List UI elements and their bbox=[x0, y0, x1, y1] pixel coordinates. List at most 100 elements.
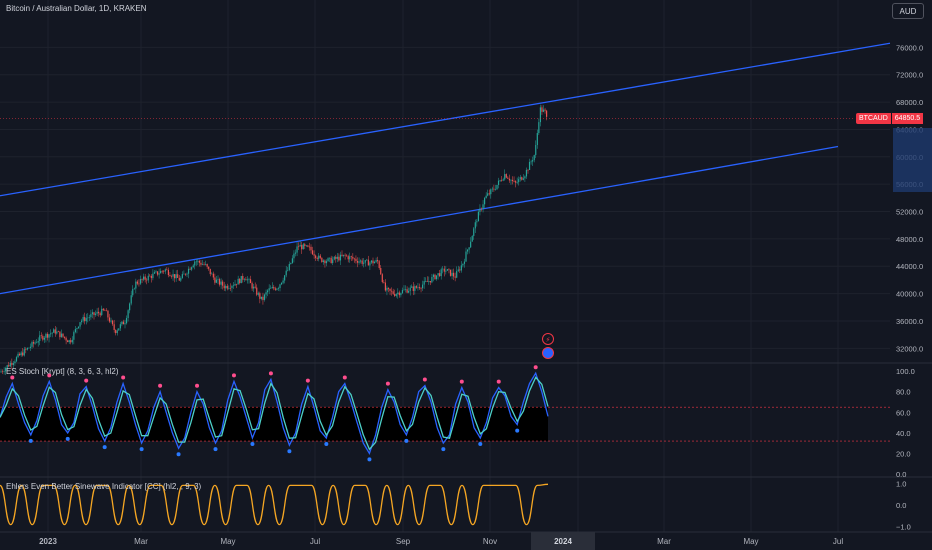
candle-body bbox=[94, 313, 97, 315]
candle-body bbox=[324, 260, 326, 264]
ebsi-indicator-label[interactable]: Ehlers Even Better Sinewave Indicator [C… bbox=[6, 482, 202, 491]
candle-body bbox=[56, 331, 58, 334]
candle-body bbox=[248, 279, 250, 280]
stoch-top-dot bbox=[10, 375, 15, 380]
stoch-y-tick: 40.0 bbox=[896, 429, 911, 438]
candle-body bbox=[12, 363, 14, 365]
stoch-top-dot bbox=[496, 379, 501, 384]
candle-body bbox=[146, 279, 148, 281]
candle-body bbox=[246, 279, 249, 281]
candle-body bbox=[112, 320, 114, 325]
candle-body bbox=[267, 290, 269, 293]
candle-body bbox=[67, 340, 69, 343]
candle-body bbox=[135, 281, 137, 289]
candle-body bbox=[423, 281, 425, 285]
candle-body bbox=[215, 279, 218, 283]
candle-body bbox=[528, 161, 531, 171]
candle-body bbox=[404, 289, 407, 290]
flag-icon bbox=[542, 347, 554, 359]
candle-body bbox=[212, 273, 214, 278]
currency-button[interactable]: AUD bbox=[892, 3, 924, 19]
candle-body bbox=[271, 286, 273, 289]
candle-body bbox=[183, 273, 185, 275]
candle-body bbox=[205, 264, 207, 265]
candle-body bbox=[398, 292, 400, 296]
candle-body bbox=[311, 250, 314, 255]
candle-body bbox=[206, 264, 208, 267]
candle-body bbox=[122, 321, 125, 325]
stoch-bottom-dot bbox=[250, 442, 255, 446]
candle-body bbox=[358, 261, 360, 263]
candle-body bbox=[429, 280, 431, 283]
stoch-top-dot bbox=[459, 379, 464, 384]
candle-body bbox=[355, 258, 357, 262]
candle-body bbox=[77, 326, 80, 329]
candle-body bbox=[3, 371, 5, 372]
candle-body bbox=[457, 269, 459, 272]
candle-body bbox=[14, 361, 16, 364]
chart-title: Bitcoin / Australian Dollar, 1D, KRAKEN bbox=[6, 4, 147, 13]
candle-body bbox=[307, 245, 309, 247]
ebsi-y-tick: −1.0 bbox=[896, 523, 911, 532]
ebsi-line bbox=[0, 483, 549, 526]
candle-body bbox=[414, 286, 416, 291]
candle-body bbox=[0, 371, 2, 373]
x-tick-label: Jul bbox=[310, 537, 320, 546]
candle-body bbox=[448, 269, 450, 270]
candle-body bbox=[279, 284, 281, 289]
stoch-indicator-label[interactable]: ES Stoch [Krypt] (8, 3, 6, 3, hl2) bbox=[6, 367, 119, 376]
candle-body bbox=[411, 286, 413, 288]
candle-body bbox=[236, 283, 238, 285]
candle-body bbox=[73, 332, 75, 340]
candle-body bbox=[426, 280, 428, 282]
candle-body bbox=[28, 347, 30, 349]
stoch-top-dot bbox=[195, 383, 200, 388]
candle-body bbox=[434, 274, 436, 280]
candle-body bbox=[415, 286, 417, 288]
candle-body bbox=[29, 346, 32, 348]
candle-body bbox=[363, 262, 365, 264]
candle-body bbox=[479, 208, 481, 212]
y-tick-label: 52000.0 bbox=[896, 208, 923, 217]
candle-body bbox=[265, 292, 267, 295]
candle-body bbox=[409, 287, 411, 291]
candle-body bbox=[249, 279, 252, 284]
candle-body bbox=[245, 279, 247, 281]
candle-body bbox=[386, 287, 388, 291]
candle-body bbox=[155, 271, 157, 273]
candle-body bbox=[127, 310, 129, 319]
candle-body bbox=[449, 269, 452, 276]
candle-body bbox=[37, 341, 39, 343]
candle-body bbox=[150, 275, 152, 279]
candle-body bbox=[17, 353, 19, 358]
candle-body bbox=[104, 310, 106, 311]
candle-body bbox=[344, 254, 346, 256]
candle-body bbox=[319, 255, 321, 258]
candle-body bbox=[141, 279, 143, 280]
stoch-bottom-dot bbox=[176, 452, 181, 457]
candle-body bbox=[339, 254, 342, 261]
candle-body bbox=[350, 256, 352, 257]
stoch-bottom-dot bbox=[102, 445, 107, 450]
candle-body bbox=[239, 278, 241, 284]
ebsi-y-tick: 1.0 bbox=[896, 479, 906, 488]
candle-body bbox=[184, 273, 187, 275]
candle-body bbox=[43, 337, 45, 340]
candle-body bbox=[107, 310, 109, 318]
candle-body bbox=[88, 317, 90, 318]
candle-body bbox=[164, 269, 166, 272]
candle-body bbox=[143, 276, 145, 280]
candle-body bbox=[254, 286, 256, 288]
candle-body bbox=[446, 269, 448, 271]
candle-body bbox=[330, 257, 332, 264]
stoch-y-tick: 80.0 bbox=[896, 388, 911, 397]
candle-body bbox=[237, 278, 239, 285]
candle-body bbox=[440, 269, 442, 277]
channel-lower-line bbox=[0, 145, 839, 295]
candle-body bbox=[113, 324, 115, 330]
candle-body bbox=[490, 189, 492, 195]
candle-body bbox=[125, 318, 128, 324]
candle-body bbox=[332, 259, 334, 264]
channel-upper-line bbox=[0, 42, 891, 197]
